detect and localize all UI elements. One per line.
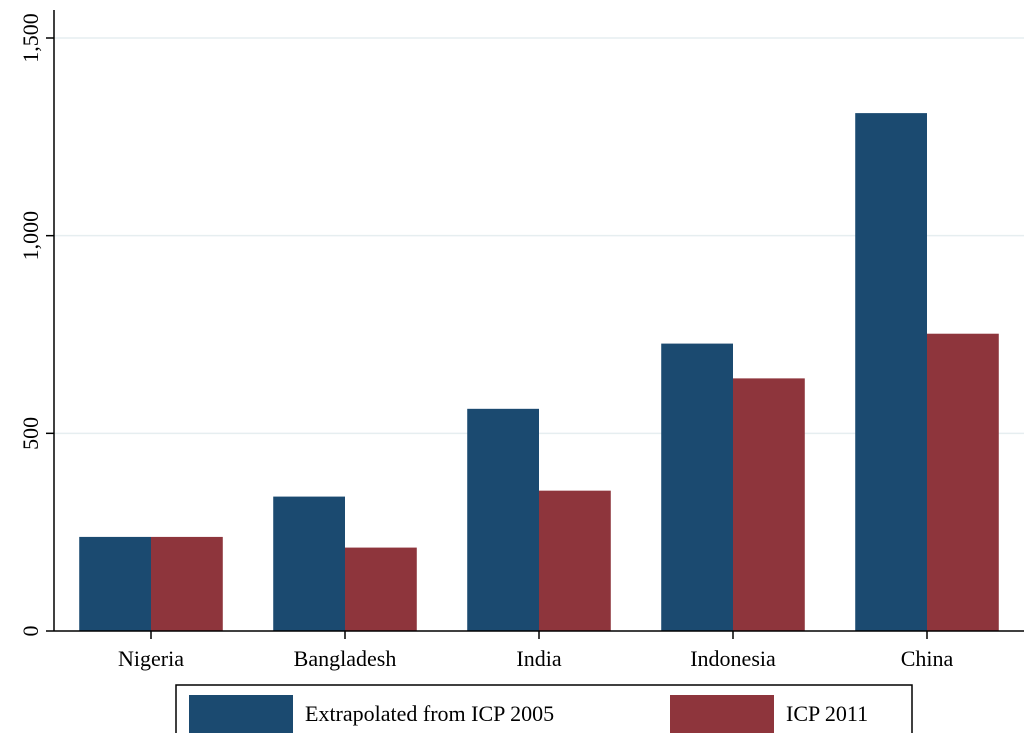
- bar-india-series-0: [467, 408, 539, 631]
- legend-label-icp2011: ICP 2011: [786, 701, 868, 726]
- bar-india-series-1: [539, 490, 611, 631]
- x-tick-label: Nigeria: [118, 646, 184, 671]
- bar-nigeria-series-0: [79, 536, 151, 631]
- y-tick-label: 1,500: [18, 13, 43, 63]
- bar-china-series-1: [927, 333, 999, 631]
- bar-bangladesh-series-1: [345, 547, 417, 631]
- y-tick-label: 500: [18, 417, 43, 450]
- legend-box: [175, 684, 913, 733]
- legend: Extrapolated from ICP 2005 ICP 2011: [175, 684, 913, 733]
- x-tick-label: Indonesia: [690, 646, 776, 671]
- bar-nigeria-series-1: [151, 536, 223, 631]
- legend-label-extrapolated: Extrapolated from ICP 2005: [305, 701, 554, 726]
- x-tick-label: India: [516, 646, 561, 671]
- y-tick-label: 1,000: [18, 211, 43, 261]
- bar-china-series-0: [855, 113, 927, 631]
- x-tick-label: Bangladesh: [294, 646, 397, 671]
- bar-bangladesh-series-0: [273, 496, 345, 631]
- y-tick-label: 0: [18, 626, 43, 637]
- legend-swatch-icp2011: [670, 695, 774, 733]
- y-ticks: 0 500 1,000 1,500: [18, 13, 54, 637]
- bars: [79, 113, 999, 631]
- x-tick-label: China: [901, 646, 954, 671]
- bar-indonesia-series-0: [661, 343, 733, 631]
- bar-indonesia-series-1: [733, 378, 805, 631]
- legend-swatch-extrapolated: [189, 695, 293, 733]
- x-tick-labels: Nigeria Bangladesh India Indonesia China: [118, 631, 954, 671]
